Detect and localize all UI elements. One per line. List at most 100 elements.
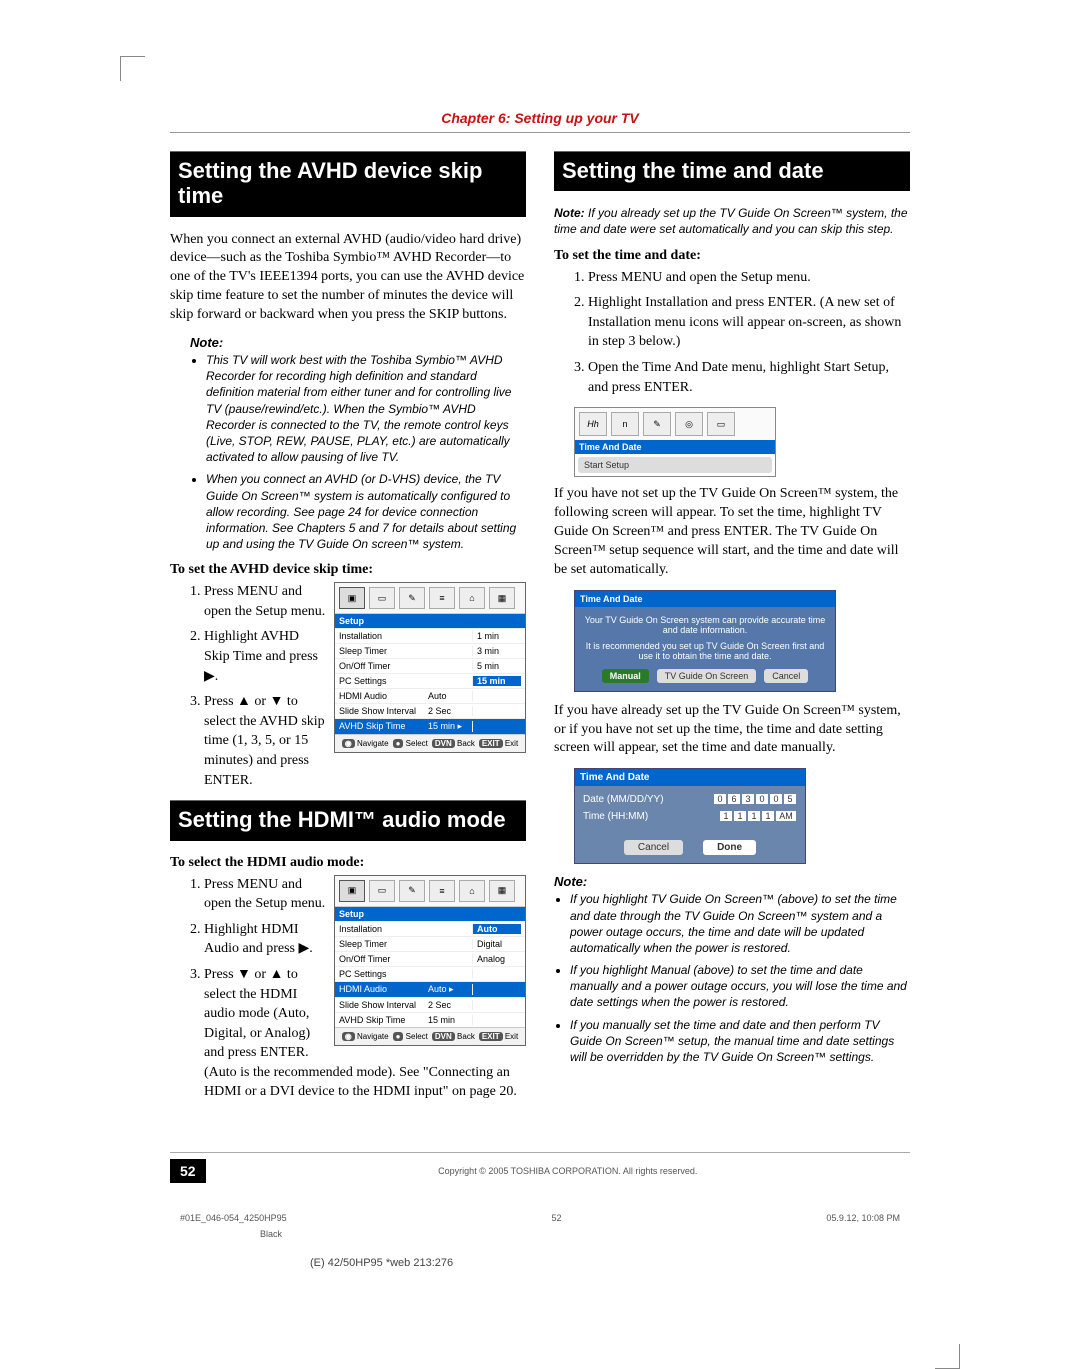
crop-mark	[935, 1344, 960, 1369]
avhd-intro: When you connect an external AVHD (audio…	[170, 231, 526, 325]
menu-title: Setup	[335, 614, 525, 628]
tab-icon: ≡	[429, 880, 455, 902]
tab-icon: ▭	[369, 587, 395, 609]
digit: 1	[734, 811, 746, 821]
foot-back: Back	[457, 1032, 475, 1041]
left-column: Setting the AVHD device skip time When y…	[170, 151, 526, 1112]
section-title-timedate: Setting the time and date	[554, 151, 910, 191]
setup-menu-figure-avhd: ▣ ▭ ✎ ≡ ⌂ ▦ Setup Installation1 minSleep…	[334, 582, 526, 753]
foot-exit: Exit	[505, 739, 518, 748]
menu-row: Installation1 min	[335, 628, 525, 643]
digit: 0	[714, 794, 726, 804]
panel-btn-manual: Manual	[602, 669, 649, 683]
foot-select: Select	[406, 739, 428, 748]
time-digits: 1111AM	[719, 811, 797, 822]
menu-row: On/Off Timer5 min	[335, 658, 525, 673]
menu-footer: ◉ Navigate ● Select DVN Back EXIT Exit	[335, 734, 525, 752]
panel-title: Time And Date	[575, 591, 835, 607]
section-title-hdmi: Setting the HDMI™ audio mode	[170, 800, 526, 840]
foot-select: Select	[406, 1032, 428, 1041]
date-label: Date (MM/DD/YY)	[583, 794, 664, 805]
tab-icon: ◎	[675, 412, 703, 436]
menu-row: Slide Show Interval2 Sec	[335, 703, 525, 718]
step-item: Press MENU and open the Setup menu.	[588, 268, 910, 288]
page-number: 52	[170, 1159, 206, 1183]
foot-exit: Exit	[505, 1032, 518, 1041]
steps-heading: To set the AVHD device skip time:	[170, 562, 526, 578]
foot-nav: Navigate	[357, 739, 389, 748]
panel-btn-cancel: Cancel	[764, 669, 808, 683]
timedate-para2: If you have already set up the TV Guide …	[554, 702, 910, 759]
tab-icon: ▭	[707, 412, 735, 436]
menu-row: PC Settings15 min	[335, 673, 525, 688]
tab-icon: ▣	[339, 880, 365, 902]
page-footer: 52 Copyright © 2005 TOSHIBA CORPORATION.…	[170, 1152, 910, 1183]
meta-page: 52	[552, 1213, 562, 1223]
panel-line: Your TV Guide On Screen system can provi…	[583, 615, 827, 635]
meta-timestamp: 05.9.12, 10:08 PM	[826, 1213, 900, 1223]
tab-icon: ⌂	[459, 880, 485, 902]
menu-footer: ◉ Navigate ● Select DVN Back EXIT Exit	[335, 1027, 525, 1045]
meta-color: Black	[170, 1229, 910, 1239]
print-meta-row: #01E_046-054_4250HP95 52 05.9.12, 10:08 …	[170, 1213, 910, 1223]
foot-back: Back	[457, 739, 475, 748]
time-date-entry-panel: Time And Date Date (MM/DD/YY) 063005 Tim…	[574, 768, 806, 864]
digit: 0	[770, 794, 782, 804]
crop-mark	[120, 56, 145, 81]
tab-icon: ▣	[339, 587, 365, 609]
chapter-header: Chapter 6: Setting up your TV	[170, 110, 910, 133]
foot-nav: Navigate	[357, 1032, 389, 1041]
menu-row: InstallationAuto	[335, 921, 525, 936]
tab-icon: ✎	[399, 880, 425, 902]
menu-row: Sleep TimerDigital	[335, 936, 525, 951]
menu-row: HDMI AudioAuto	[335, 688, 525, 703]
digit: 1	[762, 811, 774, 821]
steps-heading: To set the time and date:	[554, 248, 910, 264]
time-date-small-menu: Hh n ✎ ◎ ▭ Time And Date Start Setup	[574, 407, 776, 477]
note-item: This TV will work best with the Toshiba …	[206, 352, 526, 465]
menu-title: Time And Date	[575, 440, 775, 454]
tab-icon: Hh	[579, 412, 607, 436]
digit: 3	[742, 794, 754, 804]
lead-note-text: If you already set up the TV Guide On Sc…	[554, 206, 908, 236]
note-item: If you manually set the time and date an…	[570, 1017, 910, 1066]
menu-title: Setup	[335, 907, 525, 921]
setup-menu-figure-hdmi: ▣ ▭ ✎ ≡ ⌂ ▦ Setup InstallationAutoSleep …	[334, 875, 526, 1046]
digit: AM	[776, 811, 796, 821]
menu-row: PC Settings	[335, 966, 525, 981]
tab-icon: ▦	[489, 880, 515, 902]
right-column: Setting the time and date Note: If you a…	[554, 151, 910, 1112]
lead-note: Note: If you already set up the TV Guide…	[554, 205, 910, 237]
meta-filename: #01E_046-054_4250HP95	[180, 1213, 287, 1223]
tvguide-panel: Time And Date Your TV Guide On Screen sy…	[574, 590, 836, 692]
time-label: Time (HH:MM)	[583, 811, 648, 822]
tab-icon: ✎	[643, 412, 671, 436]
tab-icon: ▭	[369, 880, 395, 902]
note-label: Note:	[554, 874, 910, 889]
menu-row: Sleep Timer3 min	[335, 643, 525, 658]
menu-row: Slide Show Interval2 Sec	[335, 997, 525, 1012]
note-item: When you connect an AVHD (or D-VHS) devi…	[206, 471, 526, 552]
note-item: If you highlight Manual (above) to set t…	[570, 962, 910, 1011]
tab-icon: ✎	[399, 587, 425, 609]
tab-icon: ⌂	[459, 587, 485, 609]
timedate-notes: If you highlight TV Guide On Screen™ (ab…	[570, 891, 910, 1065]
steps-heading: To select the HDMI audio mode:	[170, 855, 526, 871]
panel-btn-tvguide: TV Guide On Screen	[657, 669, 757, 683]
timedate-para1: If you have not set up the TV Guide On S…	[554, 485, 910, 579]
digit: 6	[728, 794, 740, 804]
digit: 0	[756, 794, 768, 804]
step-item: Open the Time And Date menu, highlight S…	[588, 358, 910, 397]
digit: 5	[784, 794, 796, 804]
panel-btn-cancel: Cancel	[624, 840, 683, 855]
menu-row: On/Off TimerAnalog	[335, 951, 525, 966]
note-label: Note:	[190, 335, 526, 350]
note-item: If you highlight TV Guide On Screen™ (ab…	[570, 891, 910, 956]
section-title-avhd: Setting the AVHD device skip time	[170, 151, 526, 217]
menu-row: AVHD Skip Time15 min	[335, 1012, 525, 1027]
step-item: Highlight Installation and press ENTER. …	[588, 293, 910, 352]
panel-btn-done: Done	[703, 840, 756, 855]
copyright: Copyright © 2005 TOSHIBA CORPORATION. Al…	[226, 1166, 910, 1176]
tab-icon: ≡	[429, 587, 455, 609]
avhd-notes: This TV will work best with the Toshiba …	[206, 352, 526, 552]
